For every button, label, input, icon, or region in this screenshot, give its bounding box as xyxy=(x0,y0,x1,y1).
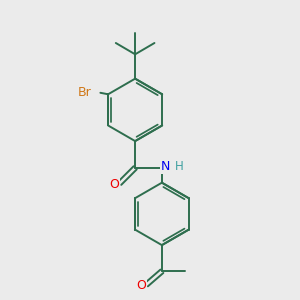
Text: N: N xyxy=(161,160,170,173)
Text: O: O xyxy=(136,279,146,292)
Text: H: H xyxy=(175,160,184,173)
Text: Br: Br xyxy=(78,86,92,99)
Text: O: O xyxy=(110,178,119,191)
